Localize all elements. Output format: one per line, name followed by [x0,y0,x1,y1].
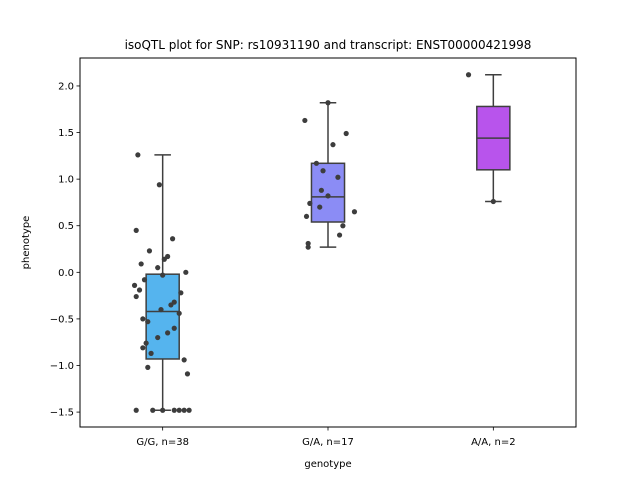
y-tick-label: −0.5 [50,314,74,325]
data-point [133,293,139,300]
data-point [158,306,164,313]
data-point [330,142,336,148]
data-point [141,277,148,283]
y-tick-label: 0.0 [58,268,74,279]
box-group [465,72,511,205]
data-point [181,357,187,363]
box-group [131,152,192,413]
data-point [138,261,144,267]
data-point [161,256,167,262]
y-axis-title: phenotype [21,216,32,270]
data-point [160,407,166,413]
data-point [340,223,346,229]
data-point [305,240,311,247]
y-tick-label: −1.5 [50,408,74,419]
data-point [178,290,184,296]
data-point [325,193,331,199]
data-point [318,187,324,193]
data-point [183,269,189,275]
y-tick-label: 1.5 [58,128,74,139]
data-point [145,319,151,325]
data-point [171,407,177,413]
y-tick-label: 2.0 [58,81,74,92]
x-axis-title: genotype [304,459,351,470]
data-point [131,282,138,288]
iqr-box [310,162,346,223]
data-point [307,200,313,206]
data-point [169,236,176,242]
data-point [184,371,191,377]
data-point [302,117,308,124]
data-point [148,350,154,356]
data-point [325,100,331,106]
data-point [136,287,143,293]
data-point [490,198,496,205]
y-tick-label: 0.5 [58,221,74,232]
data-point [155,334,161,341]
data-point [143,340,149,346]
data-point [335,174,341,180]
data-point [305,244,311,250]
x-axis: G/G, n=38 G/A, n=17 A/A, n=2 [136,427,516,448]
data-point [133,227,139,233]
data-point [176,407,182,413]
y-tick-label: 1.0 [58,175,74,186]
y-tick-label: −1.0 [50,361,74,372]
data-point [146,248,153,254]
data-point [150,407,156,413]
data-point [186,407,192,413]
data-point [165,330,171,336]
data-point [317,204,323,210]
data-point [168,302,174,308]
x-tick-label: G/A, n=17 [302,437,354,448]
y-axis: −1.5 −1.0 −0.5 0.0 0.5 1.0 1.5 2.0 [50,81,80,419]
x-tick-label: G/G, n=38 [136,437,189,448]
data-point [155,265,161,271]
box-group [302,100,358,250]
data-point [343,130,349,137]
data-point [171,325,177,331]
data-point [303,213,310,220]
data-point [145,364,151,370]
data-point [135,152,141,158]
data-point [320,168,326,174]
chart-title: isoQTL plot for SNP: rs10931190 and tran… [125,38,532,52]
data-point [181,407,187,413]
data-point [176,310,182,316]
data-point [336,232,343,238]
data-point [160,272,166,278]
data-point [156,182,162,188]
data-point [313,160,320,166]
x-tick-label: A/A, n=2 [471,437,516,448]
data-point [140,345,146,351]
plot-area [131,72,511,413]
data-point [351,209,358,215]
data-point [133,407,139,413]
data-point [140,316,146,322]
iqr-box [145,273,180,360]
data-point [465,72,472,78]
